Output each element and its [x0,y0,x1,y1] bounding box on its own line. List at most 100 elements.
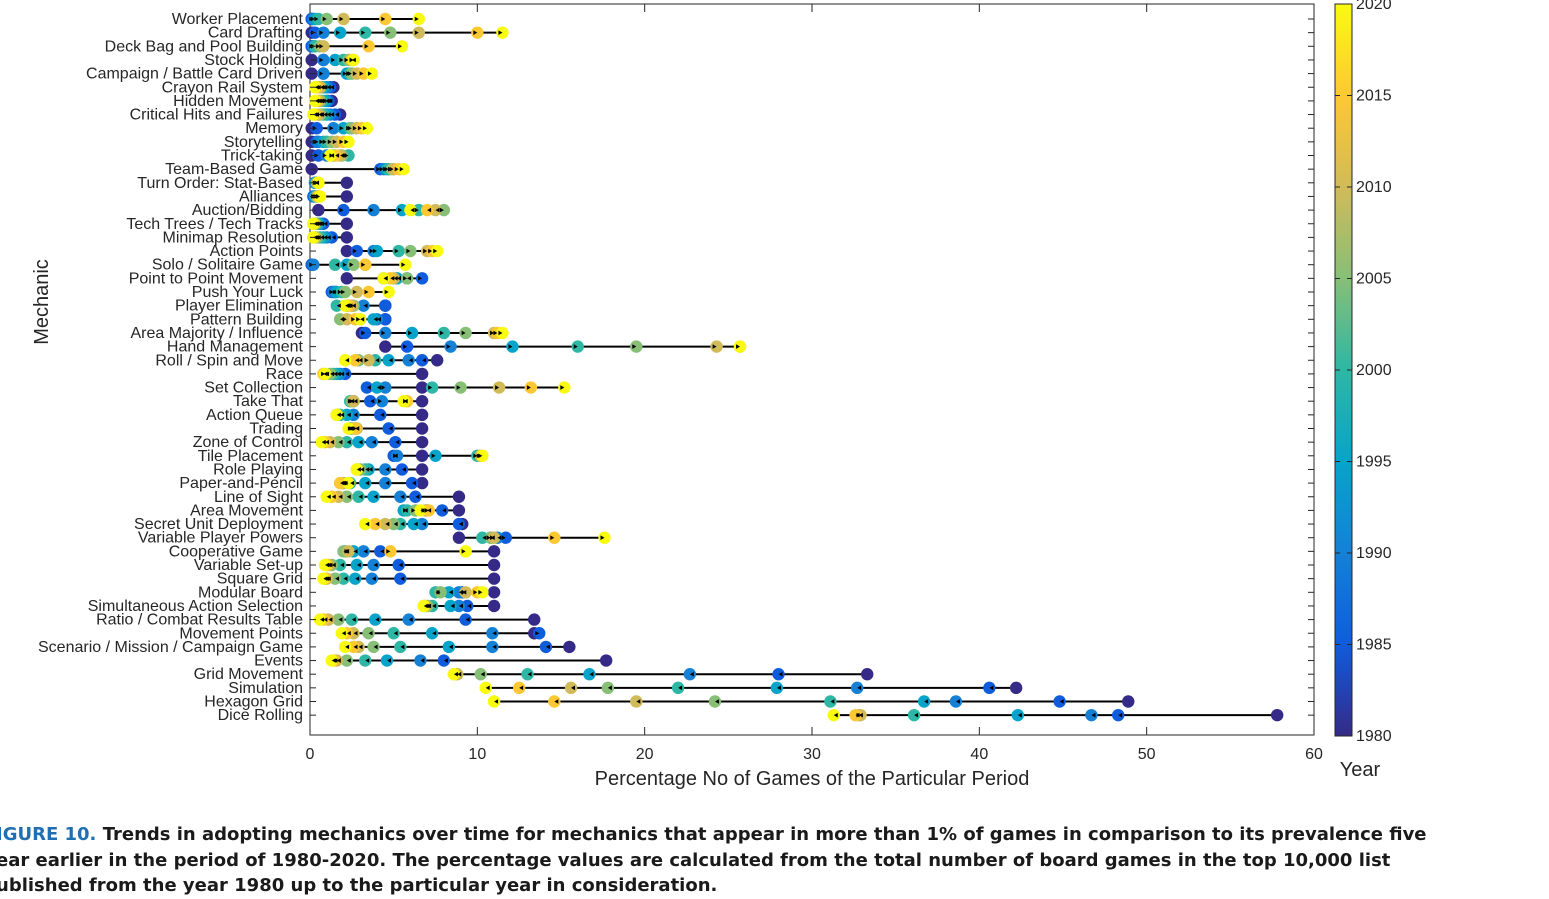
trend-arrow [336,303,341,308]
data-point [417,599,430,613]
trend-arrow [446,344,451,349]
trend-arrow [351,303,356,308]
trend-arrow [377,398,382,404]
trend-arrow [355,426,360,431]
data-point [357,545,370,558]
trend-arrow [402,467,407,472]
data-point [409,490,422,503]
trend-arrow [422,357,427,363]
trend-arrow [689,671,694,677]
trend-arrow [408,330,413,336]
trend-arrow [495,385,500,390]
category-label: Simultaneous Action Selection [88,598,303,615]
trend-arrow [362,125,367,131]
trend-arrow [461,549,466,554]
trend-arrow [358,494,363,500]
trend-arrow [349,262,354,267]
category-label: Square Grid [217,571,303,588]
trend-arrow [358,357,363,363]
category-label: Cooperative Game [169,543,303,560]
trend-arrow [322,139,327,145]
category-label: Critical Hits and Failures [130,107,303,124]
trend-arrow [350,480,355,486]
trend-arrow [327,139,332,145]
data-point [340,231,354,244]
trend-arrow [439,207,444,213]
trend-arrow [400,644,405,650]
data-point [452,517,466,531]
trend-arrow [393,276,398,281]
mechanic-row [307,231,354,244]
trend-arrow [373,562,378,568]
trend-arrow [678,685,683,691]
trend-arrow [346,412,351,418]
colorbar-tick-label: 2020 [1356,0,1392,13]
trend-arrow [339,125,344,131]
mechanic-row [338,354,444,367]
trend-arrow [427,508,432,513]
trend-arrow [550,535,555,540]
trend-arrow [323,371,328,377]
data-point [414,504,427,517]
trend-arrow [393,630,398,636]
trend-arrow [323,576,328,581]
trend-arrow [855,712,860,718]
caption-line-3: ublished from the year 1980 up to the pa… [0,875,718,896]
trend-arrow [356,467,361,472]
trend-arrow [344,139,349,145]
trend-arrow [373,644,378,650]
trend-arrow [361,330,366,336]
trend-arrow [339,207,344,213]
trend-arrow [360,467,365,472]
trend-arrow [465,617,470,622]
trend-arrow [400,494,405,500]
data-point [340,176,354,189]
trend-arrow [319,30,324,35]
trend-arrow [336,658,341,663]
trend-arrow [326,494,331,500]
trend-arrow [501,535,506,540]
trend-arrow [388,357,393,363]
trend-arrow [393,453,398,459]
trend-arrow [428,248,433,254]
trend-arrow [830,699,835,704]
trend-arrow [381,16,386,22]
data-point [360,381,374,394]
trend-arrow [589,671,594,677]
trend-arrow [360,317,365,322]
trend-arrow [381,385,386,390]
trend-arrow [336,30,341,35]
mechanic-row [325,654,613,667]
category-label: Action Queue [206,407,303,424]
mechanic-row [350,463,429,476]
trend-arrow [351,317,356,322]
trend-arrow [833,712,838,718]
trend-arrow [490,535,495,540]
trend-arrow [346,658,351,663]
trend-arrow [322,153,327,158]
colorbar-tick-label: 1995 [1356,454,1392,471]
category-label: Area Movement [190,502,303,519]
category-label: Scenario / Mission / Campaign Game [38,639,303,656]
category-label: Storytelling [224,134,303,151]
trend-arrow [403,276,408,281]
trend-arrow [422,521,427,527]
trend-arrow [364,357,369,363]
category-label: Trading [249,421,303,438]
trend-arrow [497,535,502,540]
data-point [630,340,643,353]
trend-arrow [356,317,361,322]
category-label: Solo / Solitaire Game [152,257,303,274]
category-label: Events [254,653,303,670]
trend-arrow [376,317,381,322]
mechanic-row [325,285,395,299]
category-label: Point to Point Movement [129,270,304,287]
trend-arrow [371,576,376,581]
trend-arrow [407,276,412,281]
data-point [352,435,365,449]
data-point [365,67,379,80]
trend-arrow [924,699,929,704]
trend-arrow [607,685,612,691]
trend-arrow [393,521,398,527]
